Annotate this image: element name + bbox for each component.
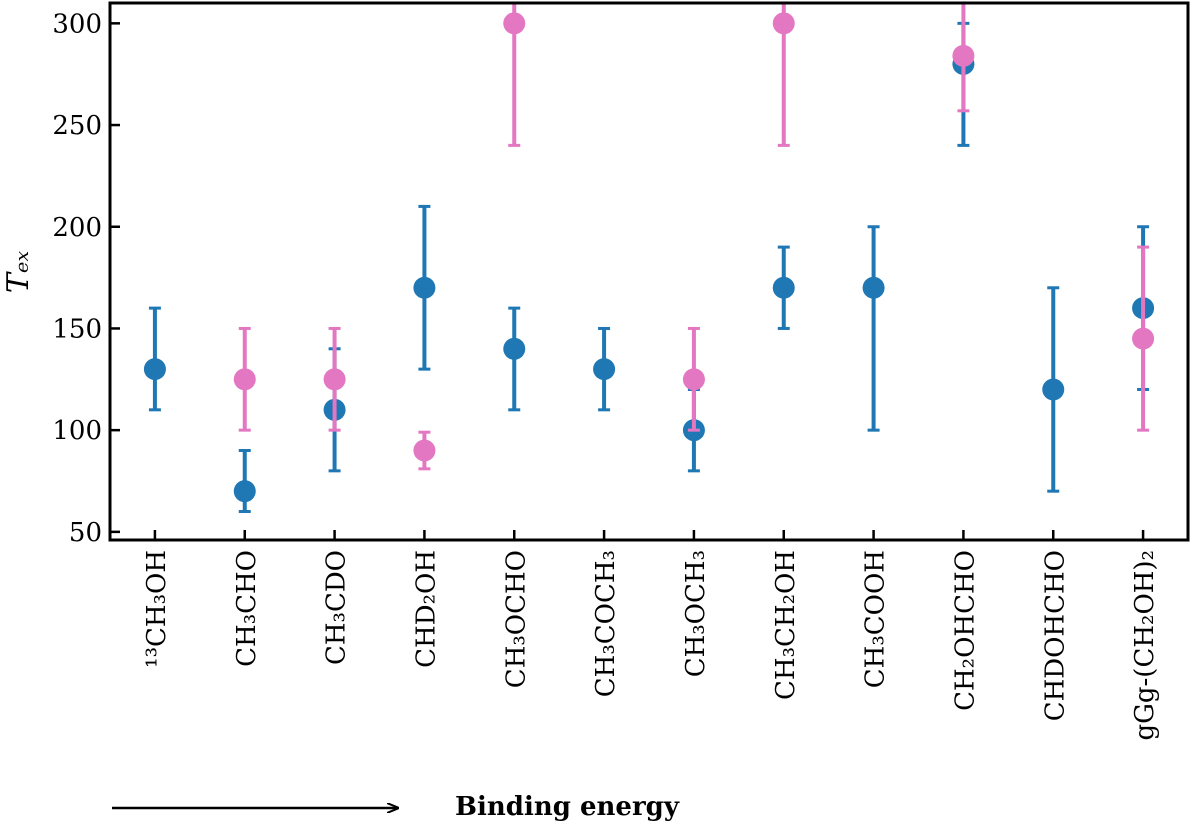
marker (682, 368, 705, 391)
x-tick-label: CHD₂OH (411, 550, 441, 668)
error-bar (952, 3, 975, 113)
y-tick-label: 250 (52, 111, 102, 141)
marker (772, 276, 795, 299)
x-tick-label: CH₃CH₂OH (771, 550, 801, 700)
marker (1132, 327, 1155, 350)
x-tick-label: CH₃OCHO (501, 550, 531, 688)
x-tick-label: CH₃CDO (322, 550, 352, 665)
marker (413, 276, 436, 299)
y-axis-label: Tₑₓ (1, 251, 36, 294)
error-bar (233, 326, 256, 432)
x-tick-label: CH₃CHO (232, 550, 262, 667)
x-tick-label: CH₃COOH (861, 550, 891, 688)
x-tick-label: CH₃COCH₃ (591, 550, 621, 697)
y-tick-label: 50 (69, 518, 102, 548)
error-bar (143, 306, 166, 412)
error-bar (413, 204, 436, 371)
marker (593, 358, 616, 381)
error-bar (862, 225, 885, 432)
x-tick-label: CH₂OHCHO (950, 550, 980, 711)
error-bar (323, 326, 346, 432)
error-bar (593, 326, 616, 412)
error-bar (233, 449, 256, 514)
marker (143, 358, 166, 381)
marker (952, 44, 975, 67)
error-bar (1132, 245, 1155, 432)
y-tick-label: 150 (52, 314, 102, 344)
x-tick-label: CHDOHCHO (1040, 550, 1070, 721)
y-tick-label: 100 (52, 416, 102, 446)
error-bar (772, 245, 795, 330)
error-bar (682, 326, 705, 432)
x-tick-label: gGg-(CH₂OH)₂ (1130, 550, 1160, 741)
error-bar (503, 3, 526, 147)
plot-area (143, 3, 1155, 514)
x-tick-label: ¹³CH₃OH (142, 550, 172, 668)
marker (1042, 378, 1065, 401)
y-tick-label: 200 (52, 213, 102, 243)
plot-frame (108, 1, 1190, 542)
error-bar (1042, 286, 1065, 493)
error-bar (413, 430, 436, 471)
error-bar (503, 306, 526, 412)
marker (233, 368, 256, 391)
marker (323, 368, 346, 391)
annotation: Binding energy (455, 792, 680, 822)
y-tick-label: 300 (52, 9, 102, 39)
marker (862, 276, 885, 299)
marker (503, 337, 526, 360)
error-bar (772, 3, 795, 147)
marker (413, 439, 436, 462)
marker (233, 480, 256, 503)
marker (772, 12, 795, 35)
x-tick-label: CH₃OCH₃ (681, 550, 711, 677)
marker (503, 12, 526, 35)
